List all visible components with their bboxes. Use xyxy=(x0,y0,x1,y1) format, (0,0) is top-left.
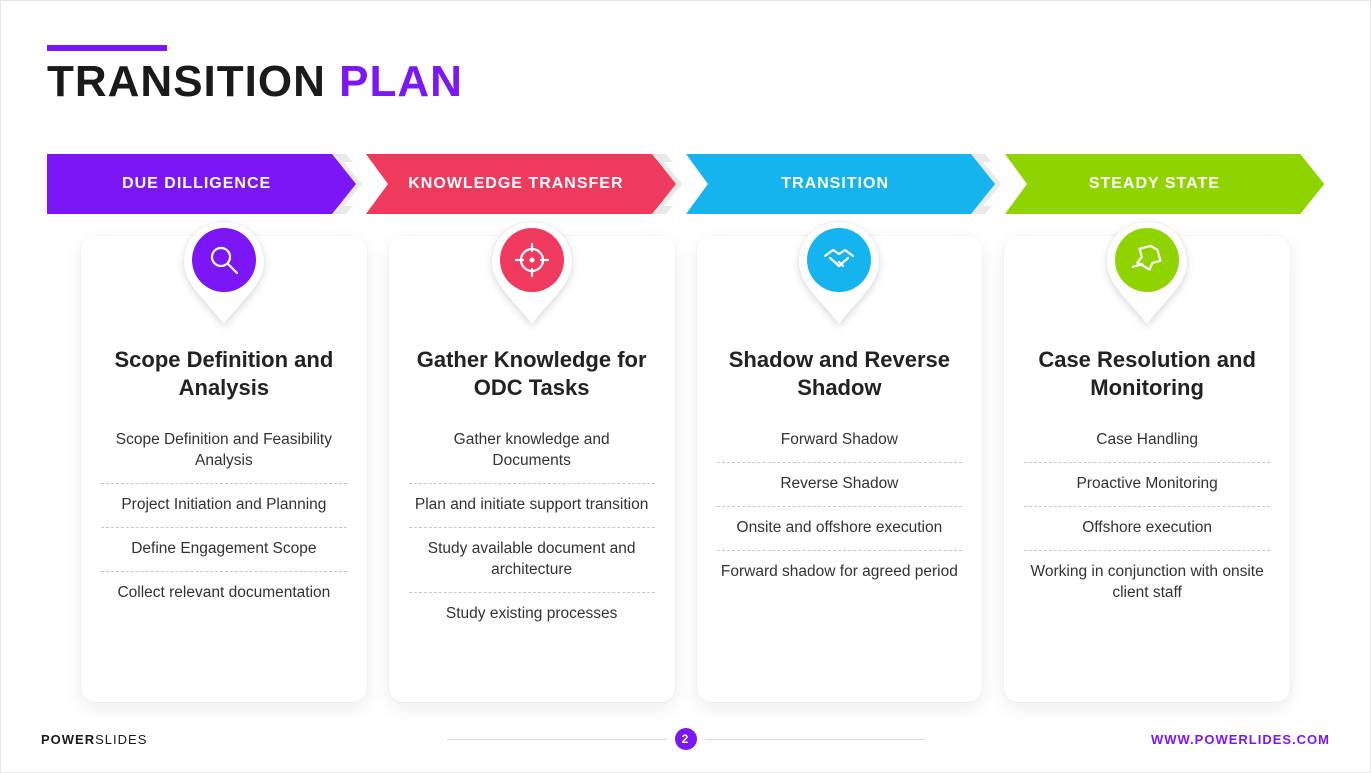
phase-card-item: Study existing processes xyxy=(409,592,655,636)
title-part2: PLAN xyxy=(339,57,463,106)
phase-card-item: Collect relevant documentation xyxy=(101,571,347,615)
title-accent-bar xyxy=(47,45,167,51)
phase-card-item: Reverse Shadow xyxy=(717,462,963,506)
phase-arrow-label: STEADY STATE xyxy=(1089,175,1240,193)
phase-card-list: Gather knowledge and DocumentsPlan and i… xyxy=(409,419,655,636)
footer: POWERSLIDES 2 WWW.POWERLIDES.COM xyxy=(41,726,1330,752)
phase-card-item: Define Engagement Scope xyxy=(101,527,347,571)
phase-arrow-label: DUE DILLIGENCE xyxy=(122,175,291,193)
phase-arrow-label: TRANSITION xyxy=(781,175,909,193)
phase-card-item: Forward Shadow xyxy=(717,419,963,462)
chevron-separator-icon xyxy=(650,154,700,214)
phase-card-item: Forward shadow for agreed period xyxy=(717,550,963,594)
phase-card-list: Case HandlingProactive MonitoringOffshor… xyxy=(1024,419,1270,615)
phase-card-item: Plan and initiate support transition xyxy=(409,483,655,527)
phase-arrow-label: KNOWLEDGE TRANSFER xyxy=(408,175,643,193)
phase-card-title: Shadow and Reverse Shadow xyxy=(717,346,963,401)
phase-card-list: Scope Definition and Feasibility Analysi… xyxy=(101,419,347,615)
footer-url: WWW.POWERLIDES.COM xyxy=(1151,732,1330,747)
phase-arrow-bar: DUE DILLIGENCE KNOWLEDGE TRANSFER TRANSI… xyxy=(47,154,1324,214)
footer-line-right xyxy=(705,739,925,740)
phase-card-item: Gather knowledge and Documents xyxy=(409,419,655,483)
phase-badge xyxy=(176,214,272,334)
page-number: 2 xyxy=(682,732,690,746)
phase-card-title: Case Resolution and Monitoring xyxy=(1024,346,1270,401)
phase-card-title: Scope Definition and Analysis xyxy=(101,346,347,401)
phase-card: Case Resolution and Monitoring Case Hand… xyxy=(1004,236,1290,702)
phase-badge xyxy=(484,214,580,334)
phase-arrow: TRANSITION xyxy=(686,154,1005,214)
phase-card-item: Working in conjunction with onsite clien… xyxy=(1024,550,1270,615)
phase-badge xyxy=(1099,214,1195,334)
footer-line-left xyxy=(447,739,667,740)
page-title: TRANSITION PLAN xyxy=(47,57,463,107)
phase-arrow: KNOWLEDGE TRANSFER xyxy=(366,154,685,214)
phase-arrow: DUE DILLIGENCE xyxy=(47,154,366,214)
slide: TRANSITION PLAN DUE DILLIGENCE KNOWLEDGE… xyxy=(0,0,1371,773)
phase-arrow: STEADY STATE xyxy=(1005,154,1324,214)
footer-brand: POWERSLIDES xyxy=(41,732,147,747)
phase-card-item: Scope Definition and Feasibility Analysi… xyxy=(101,419,347,483)
page-number-badge: 2 xyxy=(675,728,697,750)
footer-brand-thin: SLIDES xyxy=(95,732,147,747)
phase-cards: Scope Definition and Analysis Scope Defi… xyxy=(81,236,1290,702)
phase-card: Scope Definition and Analysis Scope Defi… xyxy=(81,236,367,702)
title-part1: TRANSITION xyxy=(47,57,339,106)
phase-card-item: Onsite and offshore execution xyxy=(717,506,963,550)
chevron-separator-icon xyxy=(969,154,1019,214)
footer-center: 2 xyxy=(447,728,925,750)
phase-card-item: Study available document and architectur… xyxy=(409,527,655,592)
phase-card-item: Project Initiation and Planning xyxy=(101,483,347,527)
phase-card-list: Forward ShadowReverse ShadowOnsite and o… xyxy=(717,419,963,594)
phase-card-item: Offshore execution xyxy=(1024,506,1270,550)
phase-card: Shadow and Reverse Shadow Forward Shadow… xyxy=(697,236,983,702)
phase-card-title: Gather Knowledge for ODC Tasks xyxy=(409,346,655,401)
phase-card-item: Case Handling xyxy=(1024,419,1270,462)
footer-brand-bold: POWER xyxy=(41,732,95,747)
chevron-separator-icon xyxy=(330,154,380,214)
phase-card: Gather Knowledge for ODC Tasks Gather kn… xyxy=(389,236,675,702)
phase-card-item: Proactive Monitoring xyxy=(1024,462,1270,506)
phase-badge xyxy=(791,214,887,334)
